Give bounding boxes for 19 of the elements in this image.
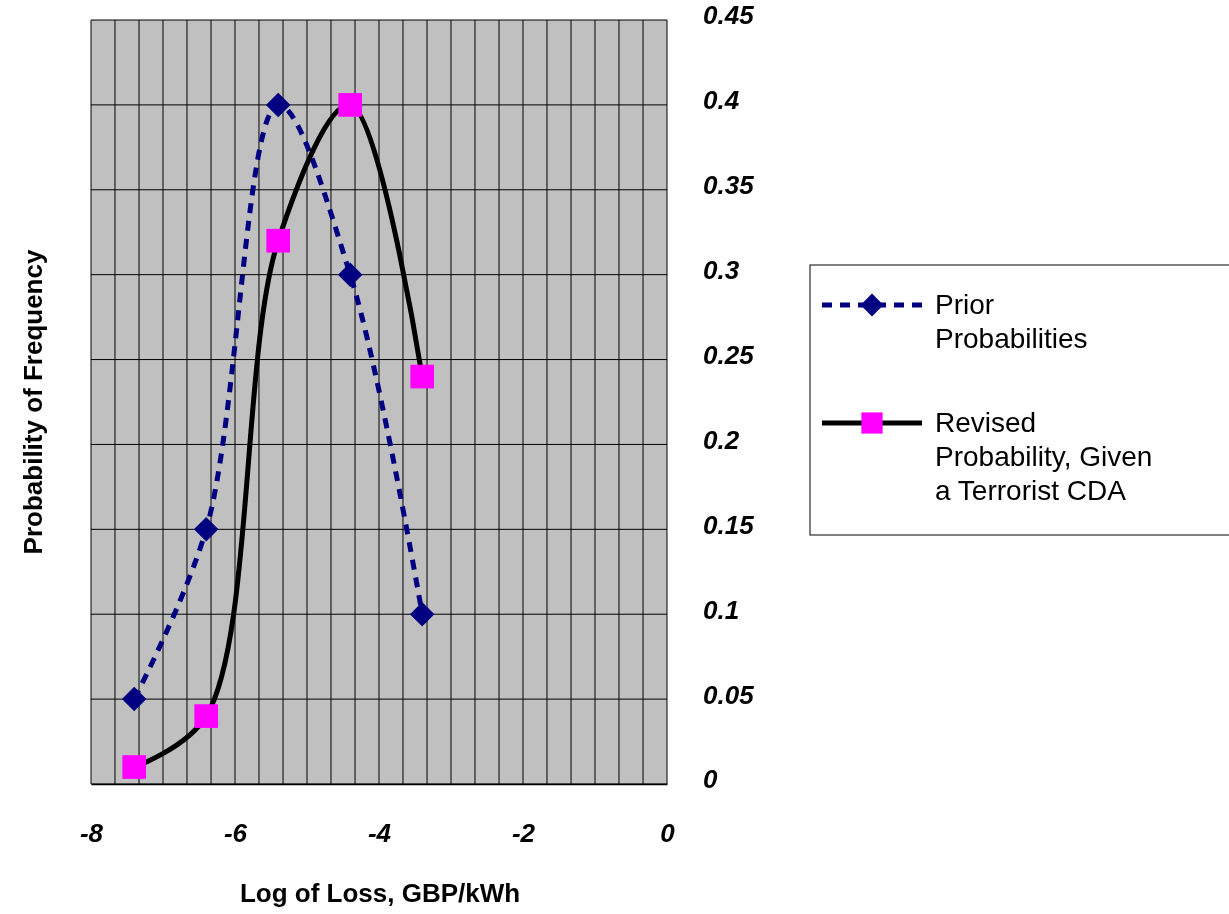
y-tick-label: 0.3: [703, 255, 740, 286]
legend-label: Prior Probabilities: [935, 289, 1088, 354]
y-tick-label: 0.15: [703, 509, 755, 540]
y-tick-label: 0.05: [703, 679, 755, 710]
x-tick-label: 0: [660, 818, 676, 849]
x-axis-title: Log of Loss, GBP/kWh: [239, 878, 521, 908]
y-axis-title: Probability of Frequency: [18, 249, 48, 555]
legend-label: Revised Probability, Given a Terrorist CDA: [935, 407, 1153, 506]
y-tick-label: 0.1: [703, 594, 740, 625]
x-tick-label: -8: [79, 818, 104, 849]
y-tick-label: 0.4: [703, 85, 740, 116]
x-tick-label: -2: [511, 818, 536, 849]
y-tick-label: 0.35: [703, 170, 755, 201]
x-tick-label: -4: [367, 818, 392, 849]
y-tick-label: 0.2: [703, 424, 740, 455]
y-tick-label: 0: [703, 764, 718, 795]
y-tick-label: 0.25: [703, 339, 755, 370]
x-tick-label: -6: [223, 818, 248, 849]
y-tick-label: 0.45: [703, 0, 755, 31]
